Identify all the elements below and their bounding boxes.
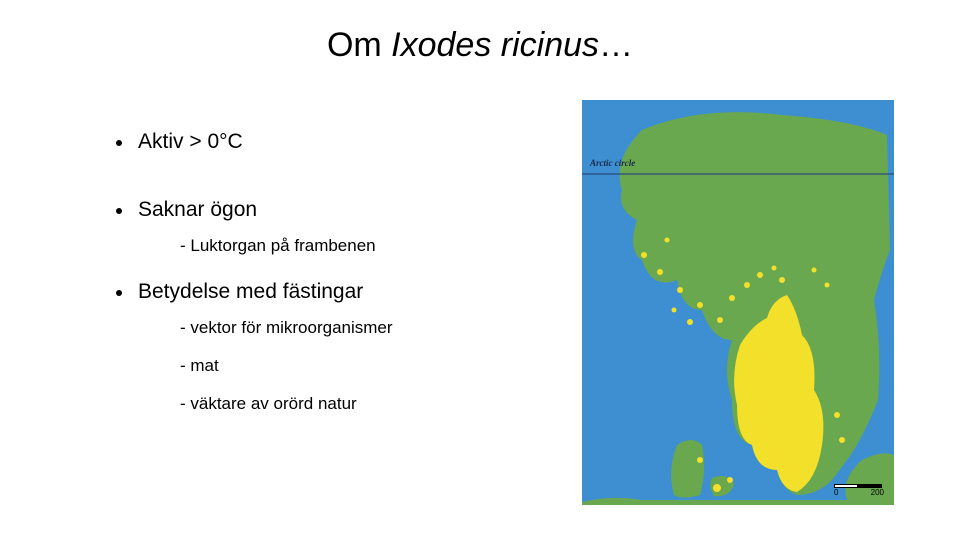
map-scalebar: 0 200: [834, 484, 884, 497]
slide: Om Ixodes ricinus… Aktiv > 0°C Saknar ög…: [0, 0, 960, 540]
bullet-2: Saknar ögon: [116, 198, 536, 222]
title-suffix: …: [599, 26, 633, 64]
bullet-1-text: Aktiv > 0°C: [138, 130, 243, 154]
bullet-dot-icon: [116, 290, 122, 296]
map-land-denmark: [671, 440, 704, 498]
scale-tick-1: 200: [871, 488, 884, 497]
bullet-3-text: Betydelse med fästingar: [138, 280, 363, 304]
content-column: Aktiv > 0°C Saknar ögon - Luktorgan på f…: [116, 130, 536, 438]
bullet-dot-icon: [116, 140, 122, 146]
title-prefix: Om: [327, 26, 391, 64]
bullet-3: Betydelse med fästingar: [116, 280, 536, 304]
bullet-2-sub-1: - Luktorgan på frambenen: [180, 236, 536, 256]
title-italic: Ixodes ricinus: [391, 26, 599, 64]
bullet-3-sub-2: - mat: [180, 356, 536, 376]
bullet-2-text: Saknar ögon: [138, 198, 257, 222]
bullet-3-sub-3: - väktare av orörd natur: [180, 394, 536, 414]
map-scandinavia: Arctic circle 0 200: [582, 100, 894, 505]
bullet-1: Aktiv > 0°C: [116, 130, 536, 154]
map-arctic-label: Arctic circle: [590, 158, 635, 168]
scale-tick-0: 0: [834, 488, 838, 497]
bullet-dot-icon: [116, 208, 122, 214]
slide-title: Om Ixodes ricinus…: [0, 26, 960, 65]
bullet-3-sub-1: - vektor för mikroorganismer: [180, 318, 536, 338]
